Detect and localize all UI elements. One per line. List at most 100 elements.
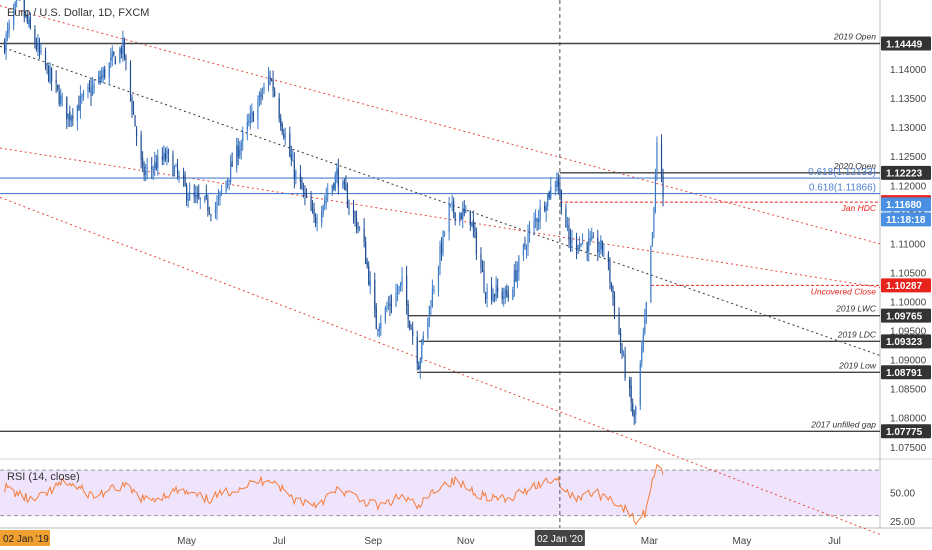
candle-body [226,179,229,182]
candle-body [437,267,440,292]
candle-body [374,279,376,309]
horizontal-levels [0,42,880,433]
candle-body [354,212,356,218]
candle-body [486,287,488,299]
candle-body [246,122,248,131]
candle-body [380,322,382,329]
candle-body [352,209,355,214]
svg-text:11:18:18: 11:18:18 [886,215,926,226]
candle-body [386,307,388,309]
candle-body [629,379,631,388]
candle-body [322,205,324,214]
candle-body [239,149,241,156]
y-tick-label-0: 1.14000 [890,65,927,76]
y-tick-label-7: 1.10500 [890,268,927,279]
candle-body [440,244,443,254]
candle-body [55,79,57,84]
candle-body [497,287,499,292]
candle-body [301,180,303,190]
candle-body [431,289,434,308]
price-badge-6: 1.09323 [881,334,931,349]
candle-body [293,161,295,180]
candle-body [421,340,423,359]
price-badge-4: 1.10287 [881,278,931,293]
candle-body [231,160,233,167]
candle-body [366,262,368,267]
candle-body [577,248,579,250]
candle-body [494,294,496,297]
candle-body [99,77,101,80]
y-tick-label-9: 1.09500 [890,327,927,338]
level-label-1: 2020 Open [833,161,876,171]
candle-body [469,210,471,226]
svg-text:02 Jan '20: 02 Jan '20 [537,534,583,545]
candle-body [257,101,259,121]
candle-body [50,68,53,82]
candle-body [582,242,584,244]
candle-body [81,96,83,98]
candle-body [603,251,605,253]
candle-body [184,177,186,186]
candle-body [314,217,317,223]
candle-body [186,185,188,200]
candle-body [538,218,540,223]
candle-body [135,128,138,137]
red-level-label-0: Jan HDC [841,203,877,213]
level-label-0: 2019 Open [833,31,876,41]
candle-body [612,286,614,298]
candle-body [547,193,549,207]
time-axis[interactable]: May Jul Sep Nov Mar May Jul 02 Jan '19 02 Jan '2… [0,530,841,547]
candle-body [78,104,80,111]
chart-title: Euro / U.S. Dollar, 1D, FXCM [7,7,149,19]
candle-body [5,34,7,52]
candle-body [475,232,478,255]
candle-body [398,286,400,292]
svg-text:1.12223: 1.12223 [886,169,923,180]
candle-body [395,292,397,306]
candle-body [465,208,467,213]
candle-body [588,238,590,252]
candle-body [384,307,386,321]
candle-body [430,307,432,309]
candle-body [662,175,664,198]
candle-body [91,86,94,94]
candle-body [419,359,421,369]
y-tick-label-12: 1.08000 [890,414,927,425]
candle-body [13,10,15,26]
candle-body [545,206,547,212]
candle-body [214,209,217,214]
candle-body [258,93,261,101]
candle-body [416,336,418,364]
candle-body [305,194,308,196]
candle-body [119,48,121,63]
candle-body [569,238,572,245]
candle-body [261,92,264,98]
candle-body [29,17,31,28]
price-pane[interactable] [0,0,880,458]
y-tick-label-11: 1.08500 [890,385,927,396]
candle-body [427,317,429,338]
candle-body [23,0,25,17]
candle-body [653,208,655,233]
candle-body [228,179,230,182]
candle-body [622,354,625,356]
candle-body [571,237,573,243]
candle-body [195,194,197,198]
y-tick-label-10: 1.09000 [890,356,927,367]
rsi-band-fill [0,470,880,516]
candle-body [155,163,157,170]
candle-body [409,321,411,328]
candle-body [327,193,329,196]
candle-body [536,219,538,223]
candle-body [654,174,657,211]
candle-body [396,292,399,294]
candle-body [219,191,221,198]
candle-body [554,184,556,186]
candle-body [88,87,91,89]
candle-body [176,167,179,174]
candle-body [632,403,634,415]
candle-body [164,153,166,160]
rsi-line [4,463,664,526]
price-axis[interactable]: 1.140001.135001.130001.125001.120001.115… [890,65,927,528]
